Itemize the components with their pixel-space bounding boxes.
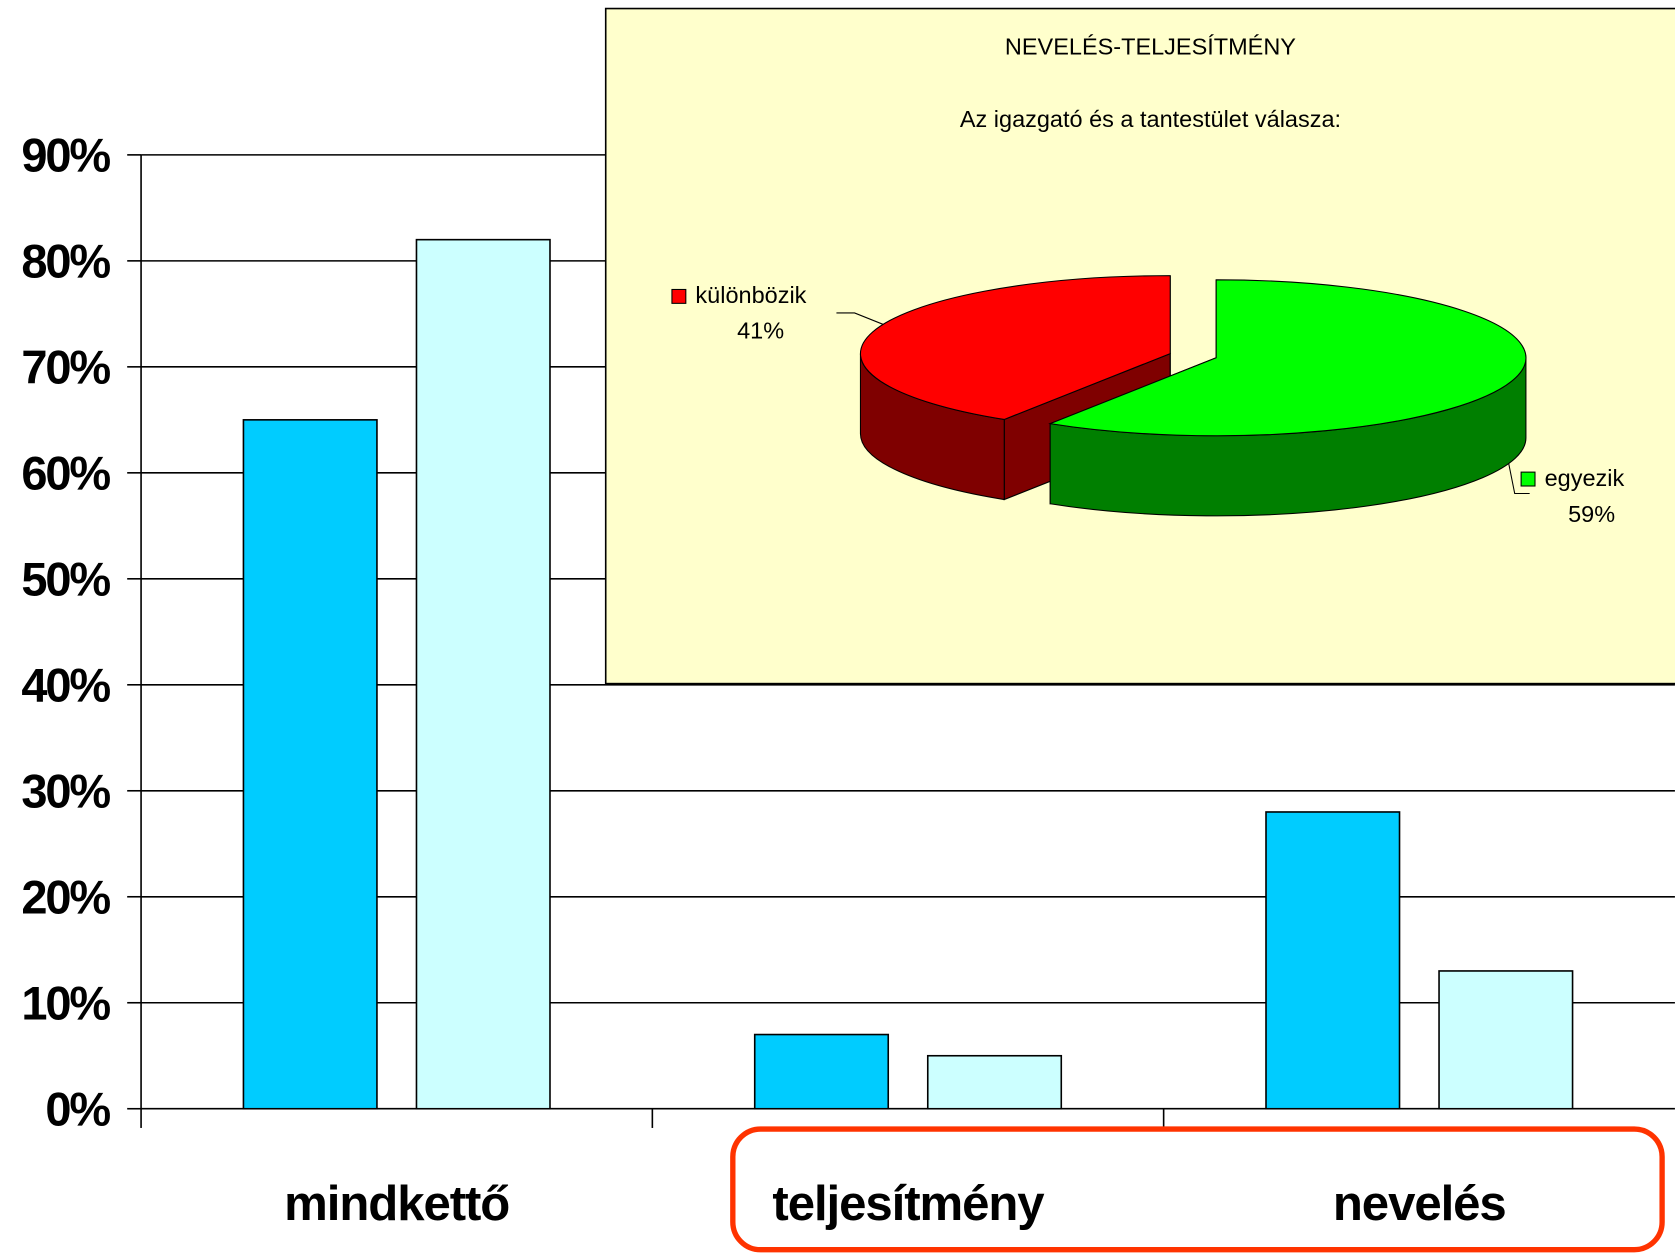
pie-subtitle: Az igazgató és a tantestület válasza: [960,106,1341,132]
x-tick-label: teljesítmény [772,1177,1045,1231]
pie-slice [859,275,1171,420]
pie-label: egyezik [1545,465,1625,491]
bar [1438,970,1574,1110]
pie-chart: NEVELÉS-TELJESÍTMÉNY Az igazgató és a ta… [604,7,1675,685]
bar [242,419,378,1110]
y-tick-label: 0% [45,1082,110,1135]
y-tick-label: 80% [21,235,110,288]
leader-line [1507,461,1530,495]
bar [926,1054,1063,1110]
pie-slice [1048,279,1527,437]
y-tick-label: 20% [21,870,110,923]
x-tick-label: nevelés [1333,1177,1506,1231]
pie-label: különbözik [695,282,806,308]
y-tick-label: 90% [21,129,110,182]
highlight-box [730,1126,1665,1253]
bar [415,238,551,1110]
bar [753,1033,890,1110]
x-tick-label: mindkettő [284,1177,509,1231]
bar [1265,811,1401,1110]
legend-swatch [1520,471,1536,487]
pie-value-label: 59% [1568,501,1615,527]
y-tick-label: 60% [21,447,110,500]
y-tick-label: 40% [21,658,110,711]
pie-value-label: 41% [737,317,784,343]
y-tick-label: 30% [21,764,110,817]
leader-line [836,312,893,329]
pie-title: NEVELÉS-TELJESÍTMÉNY [1005,33,1296,59]
legend-swatch [671,288,687,304]
y-tick-label: 10% [21,976,110,1029]
y-tick-label: 70% [21,341,110,394]
y-tick-label: 50% [21,552,110,605]
bar-chart: 0% 10% 20% 30% 40% 50% 60% 70% 80% 90% [21,129,1675,1135]
